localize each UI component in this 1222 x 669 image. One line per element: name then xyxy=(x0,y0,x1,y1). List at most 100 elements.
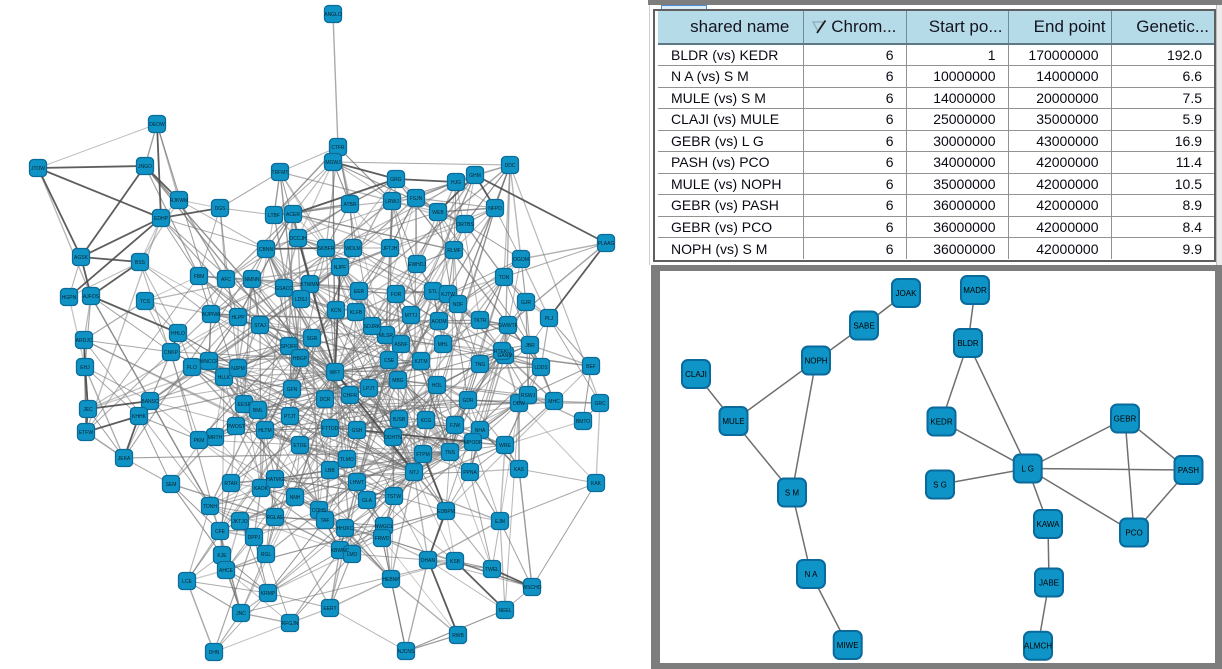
svg-text:EHJ: EHJ xyxy=(80,365,90,371)
svg-text:BEF: BEF xyxy=(586,364,596,370)
svg-text:LDDS: LDDS xyxy=(534,365,548,371)
svg-text:OCCJH: OCCJH xyxy=(289,236,307,242)
svg-text:DCR: DCR xyxy=(320,397,331,403)
svg-text:HJG: HJG xyxy=(451,180,461,186)
svg-text:CBNN: CBNN xyxy=(259,247,274,253)
svg-text:MLSR: MLSR xyxy=(379,333,393,339)
svg-text:ARDJC: ARDJC xyxy=(76,338,93,344)
svg-text:AFC: AFC xyxy=(221,277,231,283)
svg-text:GSACC: GSACC xyxy=(275,286,293,292)
svg-text:HEBNP: HEBNP xyxy=(382,577,400,583)
svg-text:JEC: JEC xyxy=(83,407,93,413)
svg-text:AODM: AODM xyxy=(432,319,447,325)
svg-text:KCN: KCN xyxy=(331,308,342,314)
svg-text:EJM: EJM xyxy=(495,519,505,525)
svg-text:COHS: COHS xyxy=(312,508,327,514)
svg-text:KJTW: KJTW xyxy=(441,292,455,298)
svg-text:TWEL: TWEL xyxy=(485,567,499,573)
svg-text:WDLM: WDLM xyxy=(345,246,360,252)
svg-text:DPPJ: DPPJ xyxy=(248,535,261,541)
svg-text:RFGJN: RFGJN xyxy=(282,621,299,627)
svg-text:NNH: NNH xyxy=(290,495,301,501)
svg-text:JNC: JNC xyxy=(236,611,246,617)
svg-text:EDHP: EDHP xyxy=(154,216,169,222)
svg-text:MULE: MULE xyxy=(722,417,744,426)
svg-text:SEM: SEM xyxy=(166,482,177,488)
svg-text:BML: BML xyxy=(253,408,264,414)
svg-text:SPOFF: SPOFF xyxy=(281,344,298,350)
svg-text:WRE: WRE xyxy=(499,443,511,449)
svg-text:PASH: PASH xyxy=(1178,466,1199,475)
svg-text:ORTBS: ORTBS xyxy=(456,222,474,228)
svg-text:STL: STL xyxy=(428,289,437,295)
svg-text:SDJRK: SDJRK xyxy=(364,324,381,330)
svg-text:PPNA: PPNA xyxy=(463,470,477,476)
svg-text:GRC: GRC xyxy=(594,401,606,407)
svg-text:NDF: NDF xyxy=(453,302,463,308)
svg-text:NJPF: NJPF xyxy=(334,265,347,271)
svg-text:CTFR: CTFR xyxy=(331,145,345,151)
svg-text:KJE: KJE xyxy=(217,553,227,559)
svg-text:DEOW: DEOW xyxy=(149,122,165,128)
svg-text:FTTOD: FTTOD xyxy=(322,426,339,432)
svg-text:TRFMT: TRFMT xyxy=(272,170,289,176)
svg-text:GWWTF: GWWTF xyxy=(498,323,517,329)
svg-text:DGS: DGS xyxy=(215,206,227,212)
svg-text:KSB: KSB xyxy=(450,559,461,565)
svg-text:JABE: JABE xyxy=(1039,579,1059,588)
svg-text:GFN: GFN xyxy=(287,387,298,393)
svg-text:HHJKC: HHJKC xyxy=(337,526,354,532)
svg-text:FSJN: FSJN xyxy=(410,196,423,202)
svg-text:KAOK: KAOK xyxy=(254,486,269,492)
svg-text:NJPM: NJPM xyxy=(231,366,245,372)
svg-text:EER: EER xyxy=(354,289,365,295)
svg-text:ALMCH: ALMCH xyxy=(1024,642,1052,651)
svg-text:BSS: BSS xyxy=(135,260,146,266)
svg-text:MRTH: MRTH xyxy=(208,435,223,441)
svg-text:FOR: FOR xyxy=(391,292,402,298)
svg-text:HLPP: HLPP xyxy=(231,315,245,321)
svg-text:RWB: RWB xyxy=(452,633,464,639)
svg-text:EWHDJ: EWHDJ xyxy=(408,262,426,268)
svg-text:LDSJ: LDSJ xyxy=(295,297,308,303)
svg-text:NMNN: NMNN xyxy=(245,277,260,283)
svg-text:FJW: FJW xyxy=(450,423,461,429)
svg-text:ASNF: ASNF xyxy=(394,342,407,348)
svg-text:NHA: NHA xyxy=(475,428,486,434)
svg-text:TCS: TCS xyxy=(140,299,151,305)
svg-text:MIWE: MIWE xyxy=(837,641,859,650)
svg-text:EESF: EESF xyxy=(237,402,250,408)
svg-text:JTOW: JTOW xyxy=(31,166,45,172)
svg-text:KAS: KAS xyxy=(514,467,525,473)
svg-text:JFTJH: JFTJH xyxy=(383,246,398,252)
svg-text:GDR: GDR xyxy=(462,398,474,404)
svg-text:PLAAG: PLAAG xyxy=(598,241,615,247)
svg-text:HLTM: HLTM xyxy=(258,428,271,434)
svg-text:HHLO: HHLO xyxy=(171,331,185,337)
svg-text:TAF: TAF xyxy=(320,518,329,524)
svg-text:NEEL: NEEL xyxy=(498,608,511,614)
svg-text:WSCHO: WSCHO xyxy=(522,585,541,591)
svg-text:PWOST: PWOST xyxy=(227,424,245,430)
svg-text:STAJ: STAJ xyxy=(254,323,266,329)
svg-text:LTBF: LTBF xyxy=(268,213,280,219)
svg-text:LMO: LMO xyxy=(347,552,358,558)
svg-text:LPJT: LPJT xyxy=(363,386,375,392)
svg-text:NOPH: NOPH xyxy=(804,357,827,366)
svg-text:NFPD: NFPD xyxy=(488,206,502,212)
svg-text:MADR: MADR xyxy=(963,286,987,295)
svg-text:S M: S M xyxy=(785,489,800,498)
svg-text:CNKP: CNKP xyxy=(164,350,179,356)
svg-text:TNG: TNG xyxy=(475,362,486,368)
svg-text:TLMO: TLMO xyxy=(340,457,354,463)
svg-text:SABE: SABE xyxy=(853,322,874,331)
svg-text:JKTJO: JKTJO xyxy=(232,519,247,525)
svg-text:MTTJ: MTTJ xyxy=(405,313,418,319)
svg-text:BMTO: BMTO xyxy=(576,419,590,425)
svg-text:ETFW: ETFW xyxy=(79,430,93,436)
svg-text:GHM: GHM xyxy=(469,173,481,179)
svg-text:AHCE: AHCE xyxy=(219,568,234,574)
svg-text:PTJT: PTJT xyxy=(284,414,296,420)
svg-text:KAWA: KAWA xyxy=(1037,520,1061,529)
svg-text:NTJ: NTJ xyxy=(409,470,419,476)
